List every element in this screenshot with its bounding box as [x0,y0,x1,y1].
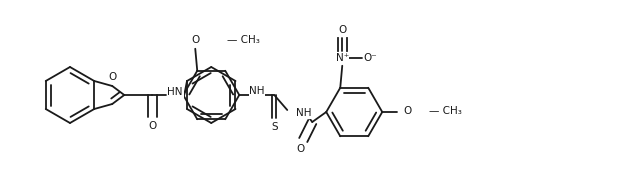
Text: S: S [271,122,278,132]
Text: — CH₃: — CH₃ [228,35,260,45]
Text: O: O [148,121,156,131]
Text: NH: NH [296,108,312,118]
Text: O⁻: O⁻ [363,53,377,63]
Text: O: O [108,73,117,82]
Text: O: O [191,35,200,45]
Text: — CH₃: — CH₃ [429,106,462,116]
Text: O: O [403,106,412,116]
Text: NH: NH [249,86,265,97]
Text: N⁺: N⁺ [335,53,349,63]
Text: HN: HN [167,87,183,97]
Text: O: O [338,25,347,35]
Text: O: O [296,143,304,154]
